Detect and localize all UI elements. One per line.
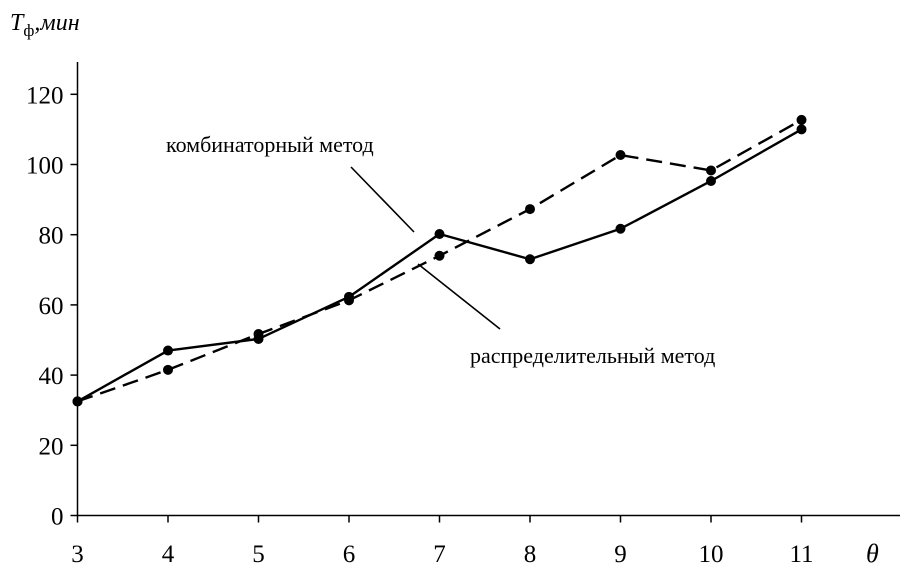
y-tick-label: 60 (39, 293, 64, 320)
series-1-point (796, 114, 807, 125)
y-tick-group: 0 20 40 60 80 100 120 (26, 82, 78, 531)
y-axis-label-unit: ,мин (34, 10, 79, 36)
series-0-point (163, 345, 173, 356)
x-tick-label: 3 (71, 541, 84, 568)
series-1-point (706, 165, 716, 176)
series-1-point (434, 250, 445, 261)
annotation-distributive: распределительный метод (470, 343, 715, 368)
y-axis-label: Tф,мин (10, 10, 80, 40)
x-tick-label: 8 (524, 541, 537, 568)
series-1-point (615, 150, 626, 161)
y-axis-label-subscript: ф (23, 21, 34, 40)
series-1-point (163, 364, 173, 375)
x-tick-label: 11 (789, 541, 813, 568)
y-tick-label: 20 (39, 433, 64, 460)
leader-line-combinatorial (350, 166, 415, 233)
series-0-point (525, 254, 535, 265)
annotation-combinatorial: комбинаторный метод (166, 132, 374, 157)
y-tick-label: 100 (26, 153, 64, 180)
series-group (72, 114, 807, 407)
y-axis-label-symbol: T (10, 10, 25, 36)
series-0-point (434, 228, 445, 239)
y-tick-label: 40 (39, 363, 64, 390)
x-tick-label: 10 (699, 541, 724, 568)
series-0-point (796, 124, 807, 135)
y-tick-label: 0 (51, 504, 64, 531)
x-tick-label: 9 (614, 541, 627, 568)
x-tick-label: 7 (433, 541, 446, 568)
series-1-point (525, 204, 535, 215)
series-0-point (615, 223, 626, 234)
x-tick-label: 5 (252, 541, 265, 568)
x-tick-label: 6 (343, 541, 356, 568)
series-1-point (253, 329, 264, 340)
series-1-point (72, 396, 83, 407)
y-tick-label: 80 (39, 223, 64, 250)
x-tick-group: 3 4 5 6 7 8 9 10 11 (71, 515, 814, 568)
series-0-point (706, 175, 716, 186)
x-tick-label: 4 (162, 541, 175, 568)
series-1-point (344, 295, 354, 306)
x-axis-label: θ (866, 539, 879, 568)
leader-line-distributive (417, 263, 501, 330)
y-tick-label: 120 (26, 82, 64, 109)
